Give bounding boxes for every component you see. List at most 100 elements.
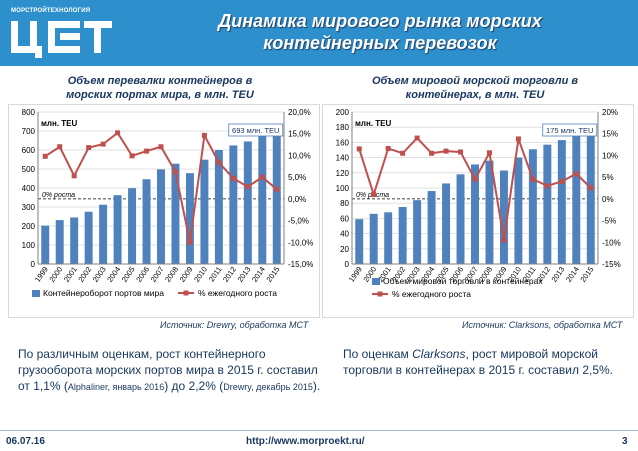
callout-box — [228, 123, 284, 137]
left-note-part-e: ). — [312, 379, 321, 393]
y-left-tick-label: 180 — [336, 123, 350, 132]
bar — [586, 131, 595, 264]
growth-point — [259, 174, 265, 180]
growth-point — [385, 145, 391, 151]
legend-bar-label: Контейнероборот портов мира — [43, 288, 164, 298]
left-subtitle-line-2: морских портах мира, в млн. TEU — [66, 89, 254, 101]
left-note-part-c: ) до 2,2% ( — [164, 379, 224, 393]
growth-point — [187, 239, 193, 245]
growth-point — [42, 153, 48, 159]
y-left-tick-label: 500 — [22, 165, 36, 174]
growth-point — [201, 132, 207, 138]
bar — [113, 195, 122, 264]
left-source: Источник: Drewry, обработка МСТ — [160, 320, 309, 330]
bar — [258, 135, 267, 264]
growth-point — [86, 145, 92, 151]
bar — [157, 169, 165, 264]
growth-point — [274, 186, 280, 192]
bar — [243, 141, 252, 264]
bar — [485, 160, 494, 264]
left-note-line-1: По различным оценкам, рост контейнерного — [18, 347, 266, 361]
right-subtitle-line-2: контейнерах, в млн. TEU — [405, 89, 545, 101]
bar — [557, 140, 566, 264]
legend-line-marker — [377, 291, 383, 297]
left-note-line-3: от 1,1% (Alphaliner, январь 2016) до 2,2… — [18, 378, 328, 395]
right-subtitle-line-1: Объем мировой морской торговли в — [371, 75, 579, 87]
growth-point — [115, 130, 121, 136]
y-right-tick-label: 0% — [602, 195, 614, 204]
right-note-clarksons: Clarksons — [412, 347, 466, 361]
bar — [514, 157, 523, 264]
left-note-part-a: от 1,1% ( — [18, 379, 68, 393]
legend-bar-label: Объем мировой торговли в контейнерах — [383, 276, 543, 286]
bar — [355, 219, 364, 264]
legend-bar-swatch — [372, 278, 380, 285]
y-left-tick-label: 700 — [22, 127, 36, 136]
right-note-part-c: , рост мировой морской — [465, 347, 598, 361]
growth-point — [414, 135, 420, 141]
callout-box — [542, 123, 598, 137]
footer-url[interactable]: http://www.morproekt.ru/ — [246, 436, 365, 447]
y-right-tick-label: 0,0% — [288, 195, 306, 204]
y-left-tick-label: 40 — [340, 230, 349, 239]
growth-point — [544, 183, 550, 189]
growth-point — [245, 184, 251, 190]
y-right-tick-label: 10,0% — [288, 151, 311, 160]
growth-point — [216, 159, 222, 165]
legend-line-label: % ежегодного роста — [392, 289, 471, 299]
legend-bar-swatch — [32, 290, 40, 297]
zero-growth-label: 0% роста — [42, 192, 75, 199]
bar — [456, 174, 465, 264]
bar — [142, 179, 151, 264]
growth-point — [144, 148, 150, 154]
growth-point — [559, 178, 565, 184]
bar — [41, 225, 50, 264]
left-note-source-drewry: Drewry, декабрь 2015 — [223, 382, 313, 392]
y-right-tick-label: 15,0% — [288, 130, 311, 139]
y-right-tick-label: -15,0% — [288, 260, 313, 269]
y-right-tick-label: -10,0% — [288, 238, 313, 247]
callout-label: 693 млн. TEU — [232, 126, 279, 135]
bar — [70, 217, 79, 264]
growth-point — [356, 146, 362, 152]
unit-label: млн. TEU — [41, 119, 78, 128]
growth-point — [71, 173, 77, 179]
bar — [185, 173, 194, 264]
y-right-tick-label: 15% — [602, 130, 618, 139]
y-left-tick-label: 20 — [340, 245, 349, 254]
bar — [442, 183, 451, 264]
y-left-tick-label: 400 — [22, 184, 36, 193]
growth-point — [472, 176, 478, 182]
y-left-tick-label: 100 — [336, 184, 350, 193]
y-right-tick-label: 20,0% — [288, 108, 311, 117]
growth-point — [588, 185, 594, 191]
bar — [528, 149, 537, 264]
y-right-tick-label: 5% — [602, 173, 614, 182]
right-note-line-2: торговли в контейнерах в 2015 г. состави… — [343, 363, 614, 377]
bar — [84, 211, 93, 264]
y-right-tick-label: -5% — [602, 217, 616, 226]
growth-point — [129, 153, 135, 159]
footer-page-number: 3 — [622, 436, 628, 447]
growth-point — [429, 150, 435, 156]
left-note: По различным оценкам, рост контейнерного… — [18, 346, 328, 395]
growth-point — [486, 150, 492, 156]
bar — [499, 170, 508, 264]
growth-point — [172, 169, 178, 175]
legend-line-label: % ежегодного роста — [198, 288, 277, 298]
y-left-tick-label: 0 — [345, 260, 350, 269]
y-left-tick-label: 600 — [22, 146, 36, 155]
bar — [128, 188, 137, 264]
growth-point — [458, 149, 464, 155]
left-subtitle-line-1: Объем перевалки контейнеров в — [67, 75, 253, 87]
right-source: Источник: Clarksons, обработка МСТ — [462, 320, 623, 330]
right-note-part-a: По оценкам — [343, 347, 413, 361]
growth-point — [530, 176, 536, 182]
bar — [171, 163, 180, 264]
left-chart-subtitle: Объем перевалки контейнеров в морских по… — [30, 74, 290, 102]
y-left-tick-label: 200 — [336, 108, 350, 117]
y-left-tick-label: 140 — [336, 154, 350, 163]
bar — [471, 164, 479, 264]
logo-caption: МОРСТРОЙТЕХНОЛОГИЯ — [11, 8, 91, 14]
